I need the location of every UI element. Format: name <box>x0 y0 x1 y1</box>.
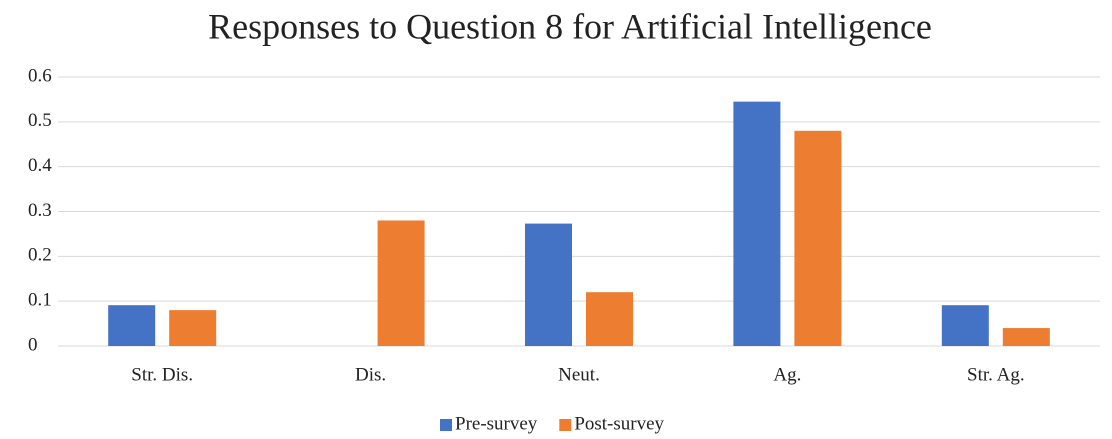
y-tick-label: 0.1 <box>28 290 52 311</box>
bar <box>1002 328 1050 346</box>
legend-label: Pre-survey <box>455 413 538 434</box>
legend-swatch <box>440 419 452 431</box>
y-tick-label: 0.5 <box>28 110 52 131</box>
y-tick-label: 0.4 <box>28 155 52 176</box>
x-tick-label: Neut. <box>558 364 600 385</box>
y-tick-label: 0.6 <box>28 65 52 86</box>
bar <box>377 220 425 346</box>
legend-swatch <box>559 419 572 431</box>
bar <box>794 130 842 346</box>
bar <box>586 292 633 346</box>
bar <box>169 310 217 346</box>
x-tick-label: Str. Ag. <box>967 364 1025 385</box>
bar <box>733 101 781 347</box>
legend-label: Post-survey <box>574 413 664 434</box>
x-tick-label: Dis. <box>355 364 386 385</box>
y-tick-label: 0.2 <box>28 245 52 266</box>
y-tick-label: 0 <box>28 334 38 355</box>
bar <box>108 305 156 346</box>
x-tick-label: Ag. <box>773 364 801 385</box>
bar <box>525 223 572 346</box>
x-tick-label: Str. Dis. <box>131 364 193 385</box>
chart-title: Responses to Question 8 for Artificial I… <box>208 6 932 46</box>
y-tick-label: 0.3 <box>28 200 52 221</box>
bar <box>941 305 989 346</box>
